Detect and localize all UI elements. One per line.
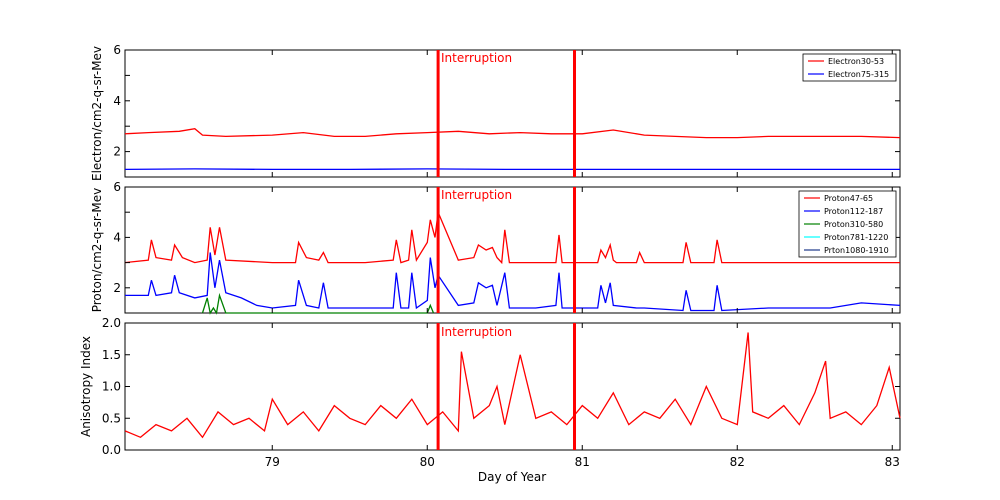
proton-series-proton112-187 — [125, 252, 901, 312]
legend-label-electron75-315: Electron75-315 — [828, 70, 889, 79]
proton-ytick-label-2: 2 — [113, 281, 121, 295]
anisotropy-ytick-label-2-0: 2.0 — [102, 316, 121, 330]
xtick-label-81: 81 — [575, 455, 590, 469]
electron-ytick-label-2: 2 — [113, 145, 121, 159]
electron-series-group — [124, 128, 901, 171]
xtick-label-80: 80 — [420, 455, 435, 469]
electron-ytick-label-6: 6 — [113, 43, 121, 57]
electron-axes-frame — [124, 49, 901, 178]
anisotropy-ytick-label-1-0: 1.0 — [102, 380, 121, 394]
legend-label-prton1080-1910: Prton1080-1910 — [824, 246, 889, 255]
proton-interruption-lines — [436, 187, 576, 313]
legend-label-proton112-187: Proton112-187 — [824, 207, 883, 216]
proton-y-axis-label: Proton/cm2-q-sr-Mev — [90, 188, 104, 313]
anisotropy-ytick-label-1-5: 1.5 — [102, 348, 121, 362]
proton-interruption-label: Interruption — [441, 188, 512, 202]
legend-label-proton310-580: Proton310-580 — [824, 220, 883, 229]
xtick-label-79: 79 — [265, 455, 280, 469]
proton-y-ticks: 2 4 6 — [113, 180, 900, 314]
electron-legend: Electron30-53 Electron75-315 — [802, 53, 897, 82]
proton-ytick-label-6: 6 — [113, 180, 121, 194]
proton-series-proton310-580 — [201, 292, 435, 315]
anisotropy-panel: Interruption 0.00.51.01.52.0 79 80 81 82 83 … — [79, 316, 901, 484]
xtick-label-83: 83 — [885, 455, 900, 469]
proton-axes-frame — [124, 186, 901, 314]
anisotropy-series-group — [124, 332, 901, 439]
proton-panel: Interruption 2 4 6 Proton/cm2-q-sr-Mev Pro… — [90, 180, 901, 315]
electron-interruption-label: Interruption — [441, 51, 512, 65]
electron-y-ticks: 2 4 6 — [113, 43, 900, 178]
anisotropy-y-axis-label: Anisotropy Index — [79, 336, 93, 437]
legend-label-proton781-1220: Proton781-1220 — [824, 233, 888, 242]
electron-series-electron30-53 — [124, 128, 901, 139]
xtick-label-82: 82 — [730, 455, 745, 469]
legend-label-electron30-53: Electron30-53 — [828, 57, 884, 66]
electron-ytick-label-4: 4 — [113, 94, 121, 108]
anisotropy-interruption-label: Interruption — [441, 325, 512, 339]
anisotropy-y-ticks: 0.0 0.5 1.0 1.5 2.0 — [102, 316, 900, 457]
anisotropy-ytick-label-0-0: 0.0 — [102, 443, 121, 457]
electron-y-axis-label: Electron/cm2-q-sr-Mev — [90, 46, 104, 181]
anisotropy-x-ticks: 79 80 81 82 83 — [265, 323, 900, 469]
electron-panel: Interruption 2 4 6 Electron/cm2-q-sr-Mev E… — [90, 43, 901, 181]
anisotropy-series-anisotropy — [124, 332, 901, 439]
electron-interruption-lines — [436, 50, 576, 177]
anisotropy-interruption-lines — [436, 323, 576, 450]
anisotropy-ytick-label-0-5: 0.5 — [102, 411, 121, 425]
electron-series-electron75-315 — [124, 168, 900, 171]
electron-legend-frame — [802, 53, 897, 82]
proton-ytick-label-4: 4 — [113, 230, 121, 244]
legend-label-proton47-65: Proton47-65 — [824, 194, 873, 203]
electron-x-ticks — [271, 50, 893, 177]
anisotropy-axes-frame — [124, 322, 901, 451]
proton-legend: Proton47-65 Proton112-187 Proton310-580 … — [798, 190, 897, 258]
x-axis-label: Day of Year — [478, 470, 546, 484]
